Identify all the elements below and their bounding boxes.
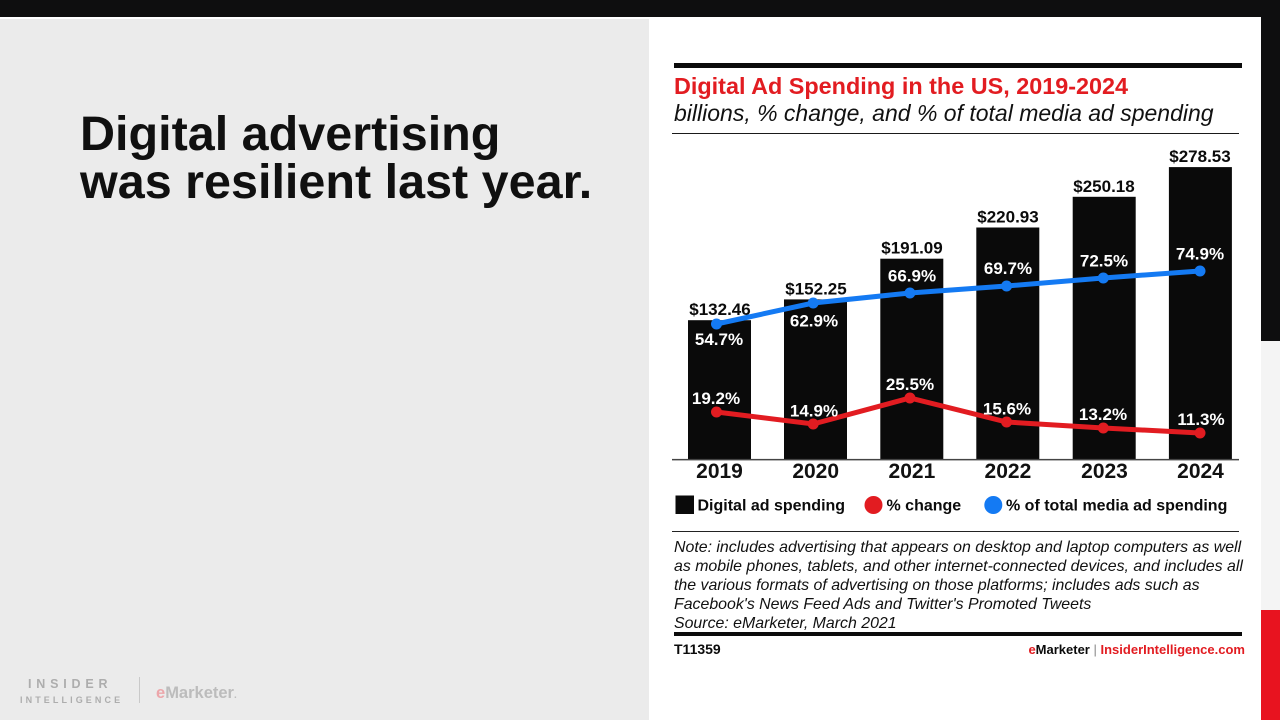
svg-text:74.9%: 74.9% <box>1176 245 1224 264</box>
svg-text:% of total media ad spending: % of total media ad spending <box>1006 498 1227 515</box>
svg-text:62.9%: 62.9% <box>790 311 838 330</box>
svg-text:25.5%: 25.5% <box>886 375 934 394</box>
svg-text:$132.46: $132.46 <box>689 300 750 319</box>
svg-text:2024: 2024 <box>1177 460 1224 483</box>
svg-text:72.5%: 72.5% <box>1080 252 1128 271</box>
svg-text:69.7%: 69.7% <box>984 259 1032 278</box>
svg-text:2020: 2020 <box>792 460 839 483</box>
svg-text:11.3%: 11.3% <box>1177 410 1224 429</box>
svg-text:$220.93: $220.93 <box>977 208 1038 227</box>
svg-text:15.6%: 15.6% <box>983 400 1031 419</box>
svg-text:66.9%: 66.9% <box>888 267 936 286</box>
svg-text:2019: 2019 <box>696 460 743 483</box>
svg-text:$152.25: $152.25 <box>785 279 846 298</box>
svg-text:13.2%: 13.2% <box>1079 405 1127 424</box>
svg-text:$250.18: $250.18 <box>1073 177 1134 196</box>
svg-text:2023: 2023 <box>1081 460 1128 483</box>
svg-text:% change: % change <box>887 498 962 515</box>
svg-text:14.9%: 14.9% <box>790 401 838 420</box>
svg-text:$278.53: $278.53 <box>1169 147 1230 166</box>
svg-text:Digital ad spending: Digital ad spending <box>698 498 846 515</box>
svg-text:2022: 2022 <box>985 460 1032 483</box>
svg-text:$191.09: $191.09 <box>881 239 942 258</box>
svg-text:2021: 2021 <box>889 460 936 483</box>
svg-text:19.2%: 19.2% <box>692 389 740 408</box>
svg-text:54.7%: 54.7% <box>695 330 743 349</box>
